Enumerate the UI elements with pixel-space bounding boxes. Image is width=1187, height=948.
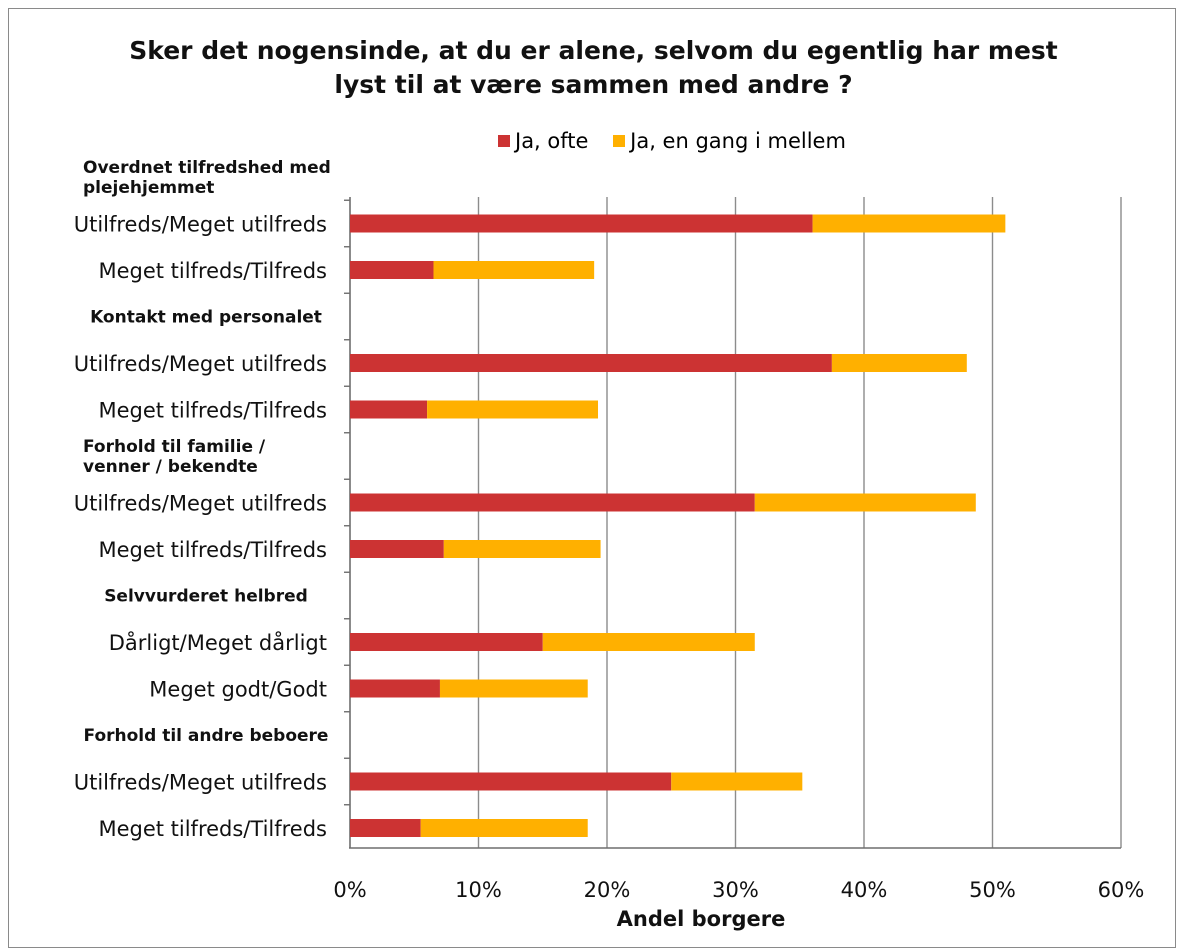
x-tick-label-4: 40% bbox=[841, 878, 888, 902]
bar-row-13-series-0 bbox=[350, 772, 672, 791]
group-label-6-line-0: Forhold til familie / bbox=[83, 437, 266, 457]
x-tick-label-3: 30% bbox=[712, 878, 759, 902]
legend-swatch-ja-ofte bbox=[498, 135, 510, 147]
x-tick-label-6: 60% bbox=[1098, 878, 1145, 902]
category-label-14: Meget tilfreds/Tilfreds bbox=[98, 817, 327, 841]
bar-row-7-series-0 bbox=[350, 493, 755, 512]
legend: Ja, ofte Ja, en gang i mellem bbox=[498, 128, 864, 153]
bar-row-5-series-1 bbox=[427, 400, 599, 419]
bar-row-2-series-1 bbox=[433, 261, 595, 279]
bar-row-10-series-0 bbox=[350, 633, 543, 651]
group-label-0-line-1: plejehjemmet bbox=[83, 178, 214, 198]
group-label-6-line-1: venner / bekendte bbox=[83, 457, 258, 477]
category-label-13: Utilfreds/Meget utilfreds bbox=[74, 771, 327, 795]
group-label-0-line-0: Overdnet tilfredshed med bbox=[83, 158, 331, 178]
legend-swatch-ja-en-gang bbox=[613, 135, 626, 147]
x-tick-label-2: 20% bbox=[584, 878, 631, 902]
bar-row-14-series-0 bbox=[350, 819, 421, 837]
group-label-12-line-0: Forhold til andre beboere bbox=[84, 726, 329, 746]
group-label-3-line-0: Kontakt med personalet bbox=[90, 308, 322, 328]
category-label-11: Meget godt/Godt bbox=[149, 678, 327, 702]
x-tick-label-1: 10% bbox=[455, 878, 502, 902]
bar-row-4-series-0 bbox=[350, 354, 832, 372]
bar-row-2-series-0 bbox=[350, 261, 434, 279]
chart-title-line-2: lyst til at være sammen med andre ? bbox=[334, 70, 853, 99]
x-axis-title: Andel borgere bbox=[617, 907, 786, 931]
bar-row-8-series-1 bbox=[443, 540, 601, 558]
bar-row-13-series-1 bbox=[671, 772, 803, 791]
bar-row-11-series-1 bbox=[439, 679, 588, 698]
category-label-7: Utilfreds/Meget utilfreds bbox=[74, 492, 327, 516]
bar-row-7-series-1 bbox=[754, 493, 976, 512]
category-label-8: Meget tilfreds/Tilfreds bbox=[98, 538, 327, 562]
bar-row-5-series-0 bbox=[350, 400, 428, 419]
bar-row-14-series-1 bbox=[420, 819, 588, 837]
category-label-5: Meget tilfreds/Tilfreds bbox=[98, 399, 327, 423]
group-label-9-line-0: Selvvurderet helbred bbox=[104, 587, 308, 607]
category-label-10: Dårligt/Meget dårligt bbox=[109, 630, 327, 655]
legend-item-ja-en-gang: Ja, en gang i mellem bbox=[613, 129, 846, 153]
category-label-1: Utilfreds/Meget utilfreds bbox=[74, 213, 327, 237]
category-label-2: Meget tilfreds/Tilfreds bbox=[98, 259, 327, 283]
bar-row-11-series-0 bbox=[350, 679, 440, 698]
x-tick-label-0: 0% bbox=[333, 878, 366, 902]
legend-label-ja-en-gang: Ja, en gang i mellem bbox=[630, 129, 846, 153]
legend-item-ja-ofte: Ja, ofte bbox=[498, 129, 588, 153]
bar-row-8-series-0 bbox=[350, 540, 444, 558]
x-tick-label-5: 50% bbox=[969, 878, 1016, 902]
bar-row-10-series-1 bbox=[542, 633, 755, 651]
legend-label-ja-ofte: Ja, ofte bbox=[515, 129, 589, 153]
chart-title-line-1: Sker det nogensinde, at du er alene, sel… bbox=[129, 36, 1058, 65]
bar-row-4-series-1 bbox=[831, 354, 967, 372]
bar-row-1-series-1 bbox=[812, 214, 1006, 233]
bar-row-1-series-0 bbox=[350, 214, 813, 233]
category-label-4: Utilfreds/Meget utilfreds bbox=[74, 352, 327, 376]
